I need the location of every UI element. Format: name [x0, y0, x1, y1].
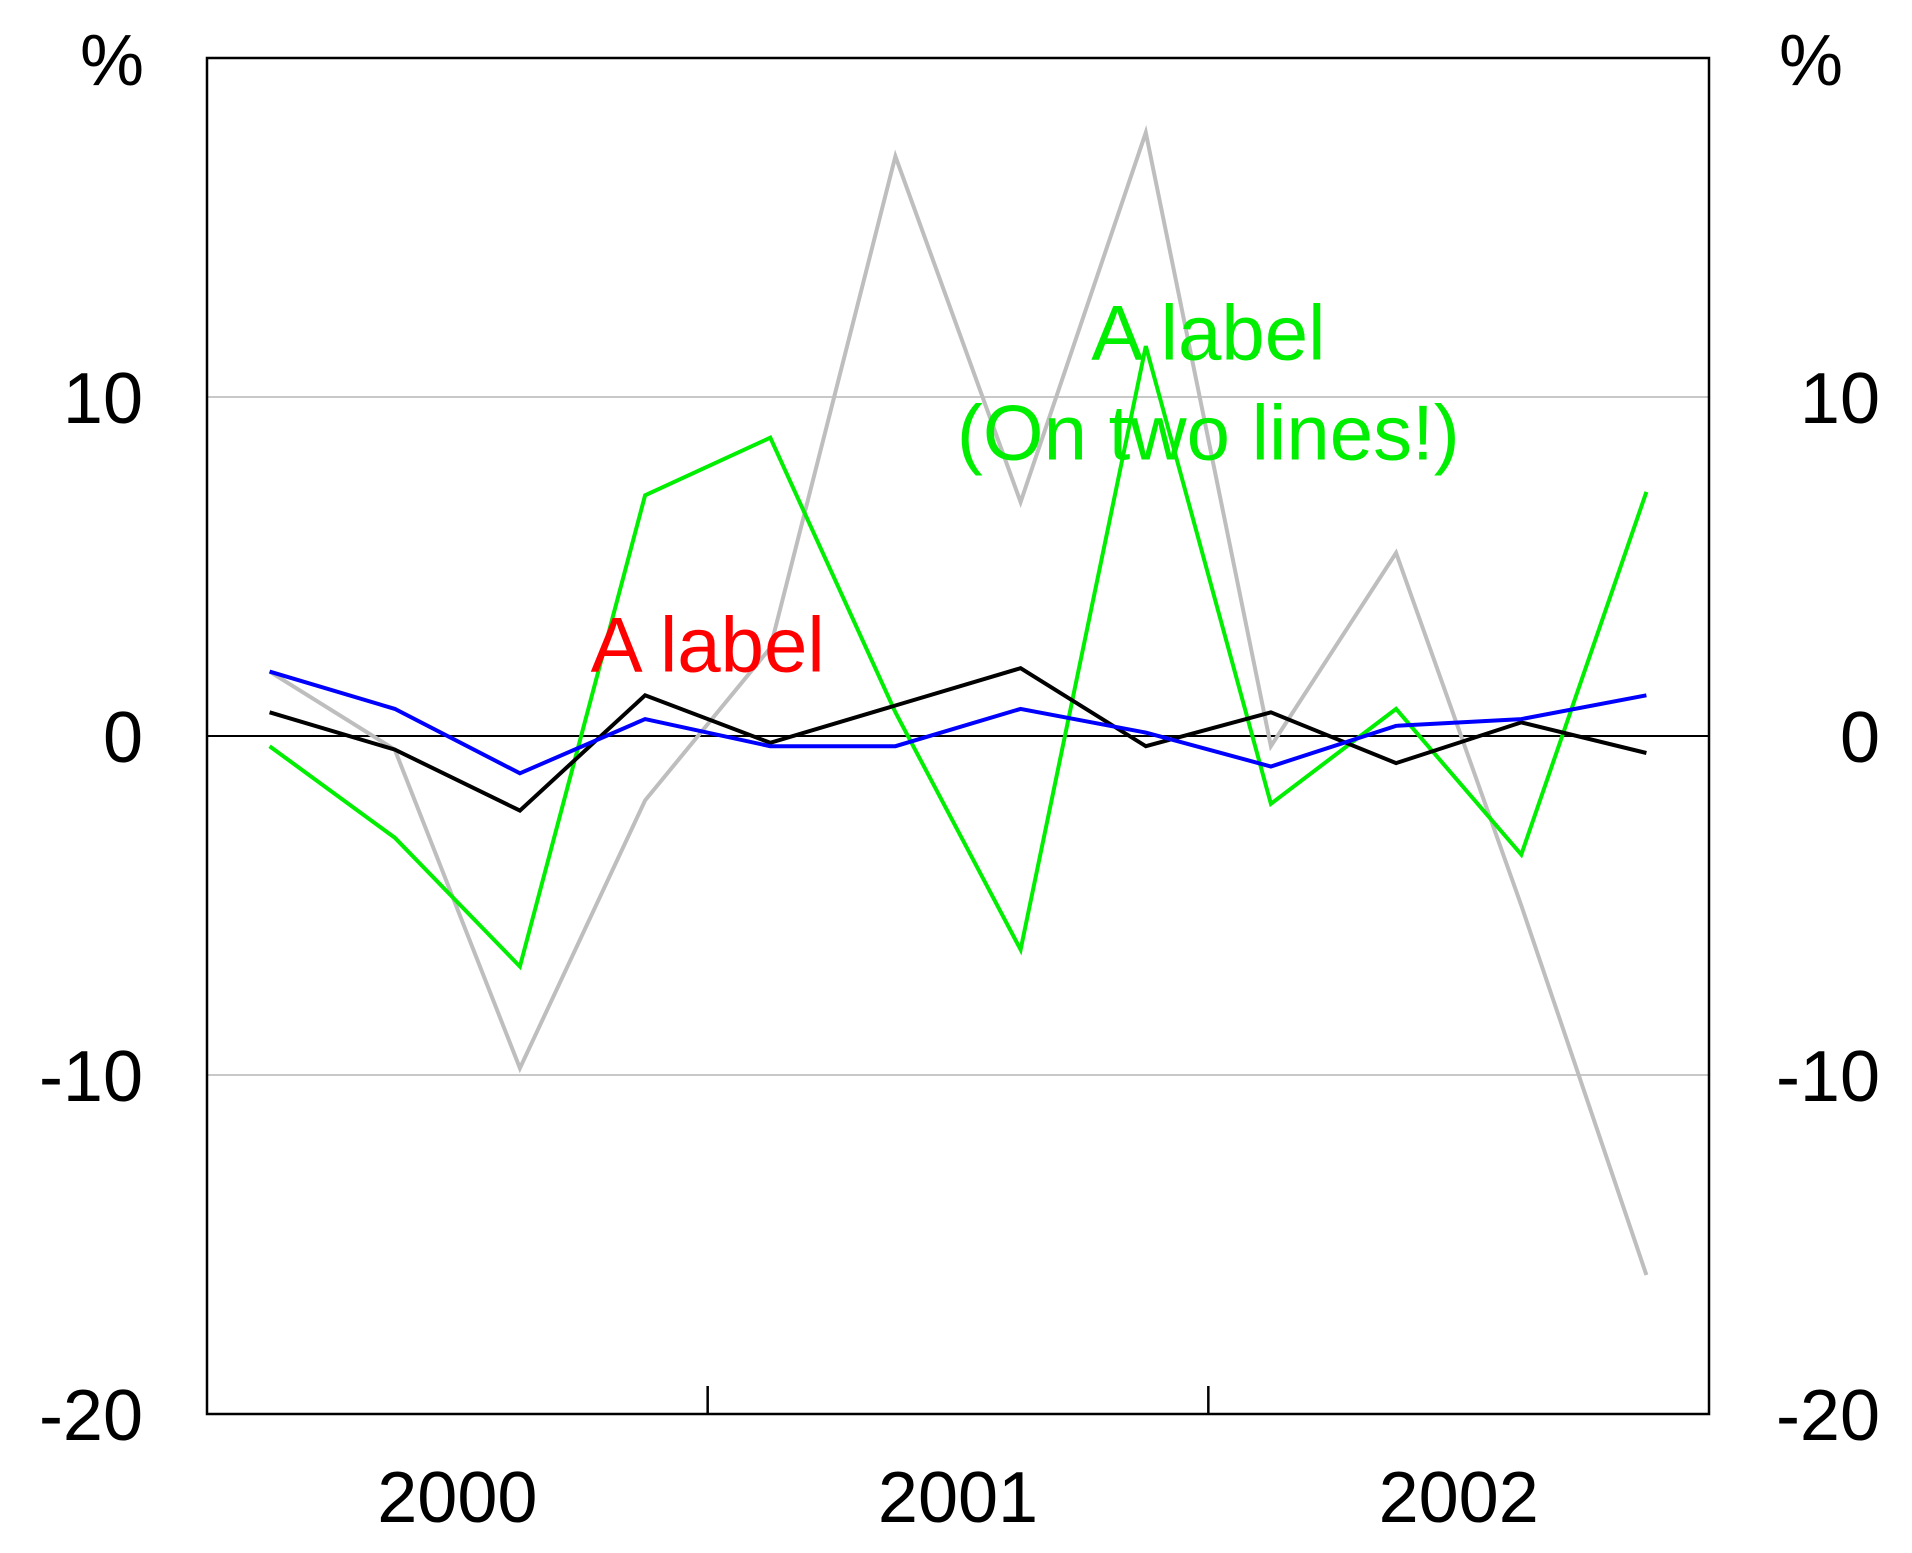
- y-tick-label-right: -20: [1776, 1376, 1880, 1456]
- x-tick-label: 2000: [377, 1458, 537, 1538]
- y-tick-label-left: -20: [39, 1376, 143, 1456]
- y-unit-right: %: [1779, 21, 1843, 101]
- y-tick-label-right: -10: [1776, 1037, 1880, 1117]
- series-line-3: [269, 666, 1647, 813]
- series-line-4: [269, 669, 1647, 776]
- y-tick-label-left: -10: [39, 1037, 143, 1117]
- plot-frame-group: [205, 56, 1711, 1416]
- gridlines: [207, 396, 1709, 1076]
- x-tick-label: 2002: [1379, 1458, 1539, 1538]
- y-tick-label-right: 0: [1840, 698, 1880, 778]
- x-tick-label: 2001: [878, 1458, 1038, 1538]
- series-line-2: [268, 345, 1649, 971]
- y-unit-left: %: [80, 21, 144, 101]
- plot-frame: [205, 56, 1711, 1416]
- annotation-multiline-label-line-1: A label: [1091, 289, 1325, 377]
- y-tick-label-right: 10: [1800, 359, 1880, 439]
- axis-labels: -20 -20 -10 -10 0 0 10 10% % 2000 2001 2002: [39, 21, 1880, 1538]
- annotation-label: A label: [591, 601, 825, 689]
- y-tick-label-left: 0: [103, 698, 143, 778]
- series-line-1: [268, 124, 1649, 1276]
- y-tick-label-left: 10: [63, 359, 143, 439]
- annotations: A label A label (On two lines!): [591, 289, 1460, 689]
- annotation-multiline-label-line-2: (On two lines!): [957, 389, 1460, 477]
- series-group: [268, 124, 1649, 1276]
